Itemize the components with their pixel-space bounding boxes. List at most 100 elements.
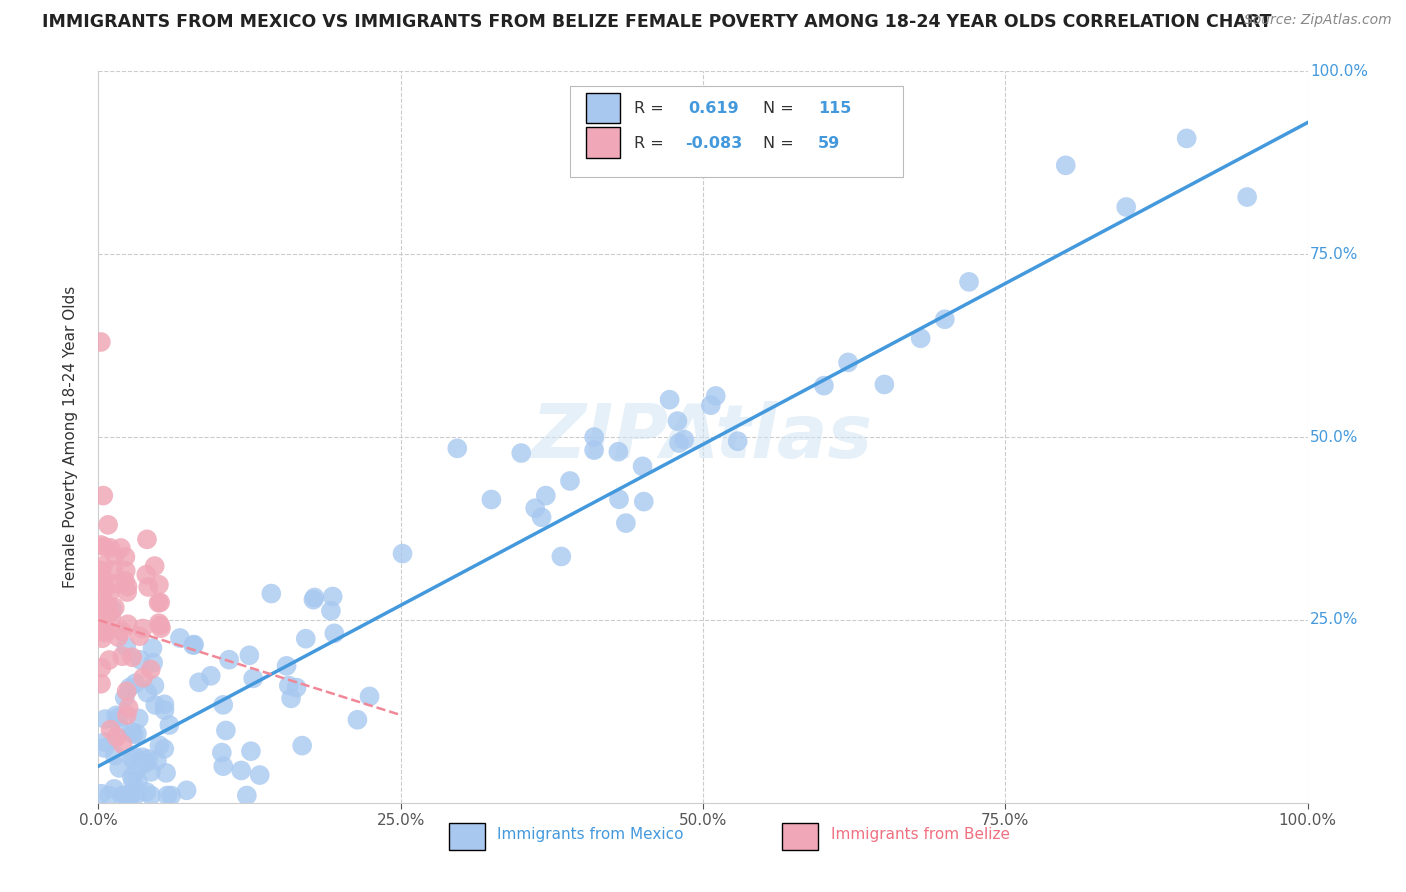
Point (236, 789, 259, 803)
Point (115, 789, 138, 803)
Point (114, 564, 136, 578)
Point (181, 638, 204, 652)
Point (101, 603, 124, 617)
Point (148, 616, 170, 631)
Point (139, 663, 162, 677)
Point (108, 721, 131, 735)
Point (1175, 131, 1198, 145)
Point (111, 737, 134, 751)
Point (704, 389, 727, 403)
Point (103, 563, 125, 577)
Point (169, 631, 191, 645)
Point (105, 730, 128, 744)
Point (136, 580, 159, 594)
Point (118, 789, 141, 803)
Point (302, 592, 325, 607)
Point (957, 275, 980, 289)
Point (98, 653, 121, 667)
Point (666, 414, 689, 428)
Point (128, 629, 150, 643)
Point (322, 590, 344, 604)
Point (98, 789, 121, 803)
Point (215, 723, 238, 738)
Point (111, 789, 134, 803)
Point (200, 669, 222, 683)
Point (111, 649, 134, 664)
Point (91, 632, 114, 646)
Point (700, 398, 723, 412)
Point (139, 764, 162, 779)
Point (121, 725, 143, 739)
Point (121, 770, 143, 784)
Point (135, 785, 157, 799)
Point (91, 622, 114, 636)
Point (136, 752, 159, 766)
Point (934, 312, 956, 326)
Point (90, 538, 112, 552)
Point (1115, 200, 1137, 214)
Point (98, 607, 121, 621)
Point (157, 718, 180, 732)
Point (89, 624, 111, 639)
Text: IMMIGRANTS FROM MEXICO VS IMMIGRANTS FROM BELIZE FEMALE POVERTY AMONG 18-24 YEAR: IMMIGRANTS FROM MEXICO VS IMMIGRANTS FRO… (42, 13, 1271, 31)
Point (91, 489, 114, 503)
Point (658, 392, 681, 407)
Point (103, 781, 125, 796)
Point (90, 563, 112, 577)
Point (285, 681, 308, 695)
Point (153, 703, 176, 717)
Point (304, 591, 326, 605)
Text: Immigrants from Mexico: Immigrants from Mexico (498, 828, 683, 842)
Point (614, 516, 637, 530)
Point (212, 759, 235, 773)
Point (93, 622, 115, 636)
Point (115, 640, 138, 654)
Point (249, 768, 271, 782)
Point (117, 580, 139, 594)
Point (212, 698, 235, 712)
Point (260, 586, 283, 600)
FancyBboxPatch shape (586, 127, 620, 158)
Point (238, 648, 260, 663)
Point (125, 763, 148, 777)
Point (1236, 190, 1258, 204)
Point (115, 585, 138, 599)
Point (148, 739, 170, 753)
Point (479, 492, 502, 507)
Point (93, 540, 115, 554)
Point (94, 625, 117, 640)
Point (294, 632, 316, 646)
Point (135, 567, 157, 582)
Point (141, 789, 163, 803)
Point (359, 690, 381, 704)
FancyBboxPatch shape (782, 822, 818, 850)
Point (510, 446, 533, 460)
Point (107, 710, 129, 724)
Point (124, 749, 146, 764)
Text: R =: R = (634, 101, 664, 116)
Point (93, 621, 115, 635)
Point (111, 624, 134, 638)
Point (97, 517, 120, 532)
Y-axis label: Female Poverty Among 18-24 Year Olds: Female Poverty Among 18-24 Year Olds (63, 286, 77, 588)
Point (873, 377, 896, 392)
Point (346, 713, 368, 727)
Text: 50.0%: 50.0% (1310, 430, 1358, 444)
Point (150, 621, 173, 635)
Point (115, 789, 138, 803)
Point (97, 599, 120, 613)
Point (114, 789, 136, 803)
Point (118, 681, 141, 695)
Point (218, 653, 240, 667)
Point (153, 698, 176, 712)
Point (93, 741, 115, 756)
Point (813, 378, 835, 392)
Point (534, 489, 557, 503)
Point (129, 653, 152, 667)
Point (114, 574, 136, 588)
Text: R =: R = (634, 136, 664, 151)
Point (90, 677, 112, 691)
Point (122, 727, 145, 741)
Point (104, 600, 127, 615)
FancyBboxPatch shape (449, 822, 485, 850)
